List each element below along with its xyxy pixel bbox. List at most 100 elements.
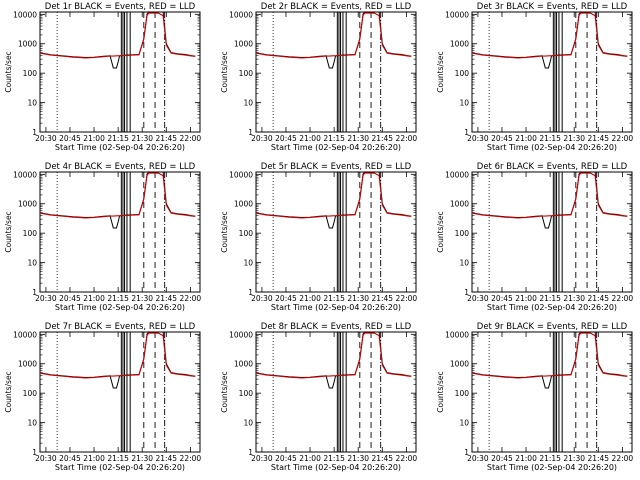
y-tick-label: 1000	[234, 200, 253, 209]
y-tick-label: 10000	[13, 170, 37, 179]
series-line-lld	[40, 12, 196, 59]
x-tick-label: 21:30	[131, 454, 153, 463]
x-tick-label: 21:30	[347, 454, 369, 463]
plot-frame	[471, 331, 633, 453]
x-tick-label: 21:15	[323, 294, 345, 303]
y-axis-label: Counts/sec	[4, 371, 13, 412]
x-tick-label: 20:45	[275, 134, 297, 143]
series-line-events	[40, 12, 196, 69]
y-tick-label: 100	[23, 389, 38, 398]
x-tick-label: 20:45	[491, 134, 513, 143]
series-line-lld	[256, 12, 412, 59]
x-tick-label: 21:15	[107, 134, 129, 143]
y-tick-label: 1	[464, 128, 469, 137]
plot-frame	[255, 331, 417, 453]
y-tick-label: 100	[239, 69, 254, 78]
y-tick-label: 10000	[13, 330, 37, 339]
detector-panel: Det 1r BLACK = Events, RED = LLD 1 10 100 10…	[4, 2, 201, 152]
panel-title: Det 4r BLACK = Events, RED = LLD	[45, 162, 196, 172]
y-tick-label: 1000	[450, 200, 469, 209]
x-tick-label: 20:45	[275, 294, 297, 303]
x-axis-label: Start Time (02-Sep-04 20:26:20)	[487, 143, 617, 152]
panel-title: Det 1r BLACK = Events, RED = LLD	[45, 2, 196, 12]
y-tick-label: 10	[243, 419, 253, 428]
y-tick-label: 10000	[445, 330, 469, 339]
panel-title: Det 3r BLACK = Events, RED = LLD	[477, 2, 628, 12]
y-tick-label: 10000	[445, 170, 469, 179]
panel-title: Det 2r BLACK = Events, RED = LLD	[261, 2, 412, 12]
x-tick-label: 21:15	[539, 454, 561, 463]
x-tick-label: 20:30	[467, 454, 489, 463]
y-tick-label: 10000	[445, 10, 469, 19]
x-tick-label: 20:30	[35, 294, 57, 303]
y-axis-label: Counts/sec	[4, 51, 13, 92]
x-tick-label: 21:30	[131, 134, 153, 143]
y-tick-label: 10000	[13, 10, 37, 19]
y-tick-label: 10000	[229, 330, 253, 339]
y-tick-label: 100	[23, 229, 38, 238]
x-tick-label: 21:00	[515, 454, 537, 463]
plot-frame	[471, 171, 633, 293]
x-tick-label: 20:30	[467, 134, 489, 143]
y-tick-label: 10	[27, 259, 37, 268]
x-tick-label: 20:45	[491, 294, 513, 303]
y-tick-label: 1000	[18, 40, 37, 49]
detector-panel: Det 6r BLACK = Events, RED = LLD 1 10 100 10…	[436, 162, 633, 312]
y-axis-label: Counts/sec	[220, 51, 229, 92]
x-tick-label: 21:00	[83, 294, 105, 303]
x-tick-label: 21:15	[539, 294, 561, 303]
series-line-lld	[472, 172, 628, 219]
x-tick-label: 21:45	[155, 454, 177, 463]
y-tick-label: 10	[27, 419, 37, 428]
detector-panel: Det 8r BLACK = Events, RED = LLD 1 10 100 10…	[220, 322, 417, 472]
x-axis-label: Start Time (02-Sep-04 20:26:20)	[487, 463, 617, 472]
y-tick-label: 1	[248, 288, 253, 297]
x-axis-label: Start Time (02-Sep-04 20:26:20)	[487, 303, 617, 312]
y-tick-label: 1000	[234, 40, 253, 49]
x-tick-label: 21:30	[347, 294, 369, 303]
x-tick-label: 21:00	[83, 454, 105, 463]
x-axis-label: Start Time (02-Sep-04 20:26:20)	[55, 463, 185, 472]
x-tick-label: 20:45	[275, 454, 297, 463]
y-tick-label: 1	[248, 128, 253, 137]
x-tick-label: 20:45	[59, 294, 81, 303]
y-tick-label: 1	[32, 128, 37, 137]
detector-panel: Det 3r BLACK = Events, RED = LLD 1 10 100 10…	[436, 2, 633, 152]
x-tick-label: 22:00	[612, 454, 634, 463]
x-tick-label: 22:00	[612, 294, 634, 303]
x-tick-label: 21:00	[299, 454, 321, 463]
series-line-lld	[40, 332, 196, 379]
x-tick-label: 20:45	[59, 454, 81, 463]
x-tick-label: 21:45	[587, 294, 609, 303]
detector-panel: Det 4r BLACK = Events, RED = LLD 1 10 100 10…	[4, 162, 201, 312]
y-tick-label: 10	[27, 99, 37, 108]
x-tick-label: 21:30	[563, 294, 585, 303]
x-tick-label: 21:45	[371, 294, 393, 303]
y-axis-label: Counts/sec	[220, 371, 229, 412]
detector-panel: Det 5r BLACK = Events, RED = LLD 1 10 100 10…	[220, 162, 417, 312]
series-line-lld	[40, 172, 196, 219]
x-tick-label: 21:00	[299, 294, 321, 303]
x-tick-label: 21:30	[563, 454, 585, 463]
x-tick-label: 22:00	[396, 294, 418, 303]
x-tick-label: 21:00	[515, 134, 537, 143]
y-axis-label: Counts/sec	[220, 211, 229, 252]
y-axis-label: Counts/sec	[436, 51, 445, 92]
x-tick-label: 21:15	[539, 134, 561, 143]
y-axis-label: Counts/sec	[436, 371, 445, 412]
series-line-events	[256, 12, 412, 69]
x-axis-label: Start Time (02-Sep-04 20:26:20)	[55, 143, 185, 152]
x-tick-label: 20:30	[251, 134, 273, 143]
series-line-events	[472, 12, 628, 69]
panel-title: Det 6r BLACK = Events, RED = LLD	[477, 162, 628, 172]
x-tick-label: 21:15	[323, 134, 345, 143]
y-tick-label: 100	[23, 69, 38, 78]
x-tick-label: 22:00	[180, 454, 202, 463]
series-line-lld	[472, 332, 628, 379]
series-line-lld	[256, 332, 412, 379]
y-tick-label: 10	[459, 419, 469, 428]
y-tick-label: 10000	[229, 10, 253, 19]
x-tick-label: 20:30	[251, 294, 273, 303]
panel-title: Det 8r BLACK = Events, RED = LLD	[261, 322, 412, 332]
